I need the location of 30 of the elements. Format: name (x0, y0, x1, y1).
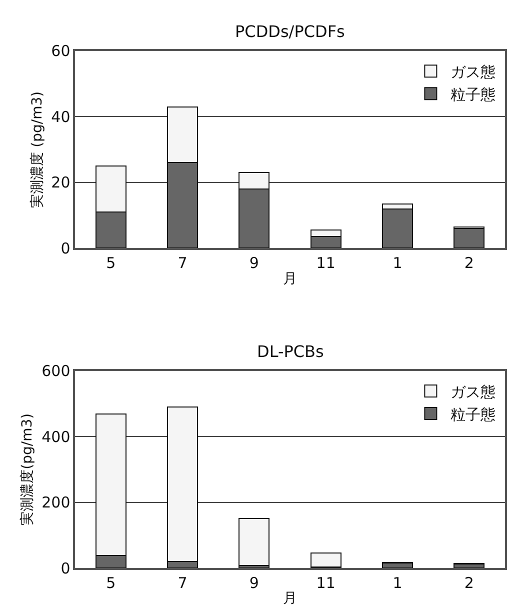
x-tick-label: 5 (106, 574, 116, 592)
x-axis-title: 月 (283, 270, 297, 287)
legend-label: 粒子態 (450, 405, 496, 424)
y-tick-label: 40 (51, 108, 70, 126)
x-tick-label: 2 (464, 254, 474, 272)
x-tick-label: 11 (316, 574, 336, 592)
y-tick-label: 0 (60, 559, 70, 578)
x-tick-label: 5 (106, 254, 116, 272)
x-tick-label: 7 (178, 254, 188, 272)
x-tick-label: 9 (249, 254, 259, 272)
x-axis-title: 月 (283, 590, 297, 607)
x-tick-label: 1 (392, 254, 402, 272)
x-tick-label: 2 (464, 574, 474, 592)
y-tick-label: 0 (60, 239, 70, 258)
x-tick-label: 9 (249, 574, 259, 592)
y-tick-label: 600 (42, 362, 70, 380)
x-tick-label: 11 (316, 254, 336, 272)
x-tick-label: 7 (178, 574, 188, 592)
y-tick-label: 400 (42, 428, 70, 446)
y-tick-label: 60 (51, 42, 70, 60)
y-axis-title: 実測濃度 (pg/m3) (29, 91, 46, 208)
x-tick-label: 1 (392, 574, 402, 592)
chart-title: PCDDs/PCDFs (235, 22, 345, 41)
y-tick-label: 20 (51, 174, 70, 192)
y-axis-title: 実測濃度(pg/m3) (20, 413, 36, 526)
legend-label: 粒子態 (450, 86, 496, 104)
y-tick-label: 200 (42, 494, 70, 512)
chart-title: DL-PCBs (257, 342, 324, 361)
legend-label: ガス態 (450, 382, 496, 401)
legend-label: ガス態 (450, 63, 496, 82)
